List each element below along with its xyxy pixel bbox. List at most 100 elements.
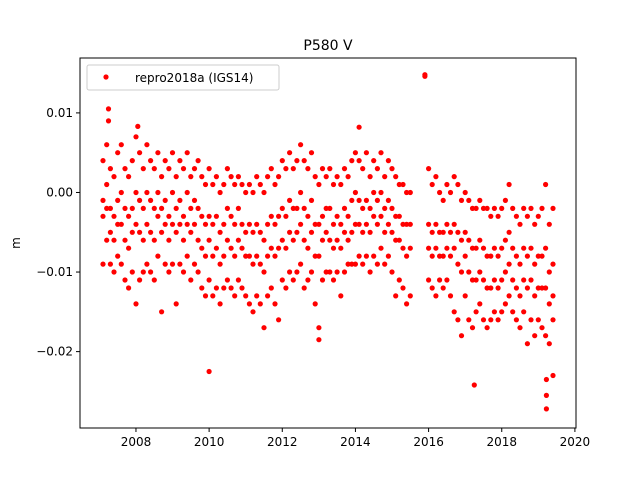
- data-point: [407, 293, 413, 299]
- data-point: [173, 301, 179, 307]
- data-point: [100, 197, 106, 203]
- data-point: [107, 229, 113, 235]
- data-point: [334, 213, 340, 219]
- data-point: [539, 325, 545, 331]
- data-point: [276, 174, 282, 180]
- data-point: [115, 221, 121, 227]
- data-point: [122, 205, 128, 211]
- data-point: [191, 221, 198, 227]
- data-point: [232, 293, 238, 299]
- data-point: [323, 205, 329, 211]
- data-point: [488, 253, 494, 259]
- data-points: [100, 72, 556, 412]
- data-point: [341, 229, 348, 235]
- data-point: [543, 245, 549, 251]
- data-point: [191, 166, 198, 172]
- data-point: [426, 166, 432, 172]
- data-point: [502, 301, 508, 307]
- data-point: [502, 197, 508, 203]
- data-point: [151, 205, 157, 211]
- data-point: [290, 237, 296, 243]
- data-point: [111, 237, 117, 243]
- data-point: [105, 106, 112, 112]
- data-point: [546, 301, 552, 307]
- data-point: [261, 237, 267, 243]
- data-point: [462, 253, 468, 259]
- data-point: [169, 150, 176, 156]
- data-point: [173, 174, 179, 180]
- data-point: [228, 174, 234, 180]
- data-point: [484, 205, 490, 211]
- data-point: [301, 158, 307, 164]
- data-point: [539, 285, 545, 291]
- data-point: [312, 253, 318, 259]
- data-point: [473, 277, 479, 283]
- data-point: [221, 181, 227, 188]
- data-point: [407, 221, 413, 227]
- data-point: [287, 150, 293, 156]
- data-point: [433, 221, 439, 227]
- data-point: [257, 301, 263, 307]
- data-point: [126, 174, 132, 180]
- data-point: [243, 253, 249, 259]
- data-point: [213, 245, 219, 251]
- data-point: [301, 205, 307, 211]
- data-point: [466, 197, 472, 203]
- data-point: [169, 261, 176, 267]
- data-point: [393, 237, 399, 243]
- data-point: [206, 166, 212, 172]
- data-point: [144, 221, 150, 227]
- data-point: [524, 213, 531, 219]
- data-point: [363, 197, 369, 203]
- data-point: [217, 261, 223, 267]
- data-point: [202, 293, 209, 299]
- data-point: [378, 245, 384, 251]
- data-point: [137, 229, 143, 235]
- data-point: [510, 245, 516, 251]
- legend-label: repro2018a (IGS14): [135, 71, 253, 85]
- data-point: [491, 205, 497, 211]
- data-point: [455, 317, 461, 323]
- data-point: [437, 253, 443, 259]
- data-point: [345, 237, 351, 243]
- data-point: [305, 245, 311, 251]
- data-point: [477, 269, 483, 275]
- data-point: [140, 237, 146, 243]
- data-point: [521, 309, 527, 315]
- data-point: [276, 213, 282, 219]
- data-point: [118, 261, 124, 267]
- data-point: [517, 293, 523, 299]
- data-point: [543, 376, 550, 383]
- data-point: [447, 189, 454, 196]
- data-point: [166, 213, 172, 219]
- data-point: [283, 166, 289, 172]
- data-point: [528, 205, 534, 211]
- data-point: [367, 174, 373, 180]
- data-point: [495, 317, 501, 323]
- data-point: [389, 229, 395, 235]
- data-point: [338, 245, 344, 251]
- data-point: [385, 253, 391, 259]
- data-point: [455, 181, 461, 188]
- data-point: [546, 341, 552, 347]
- data-point: [210, 253, 216, 259]
- data-point: [433, 293, 439, 299]
- data-point: [162, 261, 168, 267]
- data-point: [469, 205, 476, 211]
- data-point: [444, 221, 450, 227]
- data-point: [100, 261, 106, 267]
- data-point: [532, 293, 538, 299]
- data-point: [235, 277, 241, 283]
- data-point: [213, 213, 219, 219]
- data-point: [517, 221, 523, 227]
- data-point: [521, 245, 527, 251]
- data-point: [184, 221, 190, 227]
- data-point: [447, 293, 454, 299]
- data-point: [437, 277, 443, 283]
- data-point: [360, 229, 366, 235]
- data-point: [437, 189, 443, 196]
- data-point: [528, 317, 534, 323]
- data-point: [407, 189, 413, 196]
- data-point: [104, 237, 110, 243]
- data-point: [437, 229, 443, 235]
